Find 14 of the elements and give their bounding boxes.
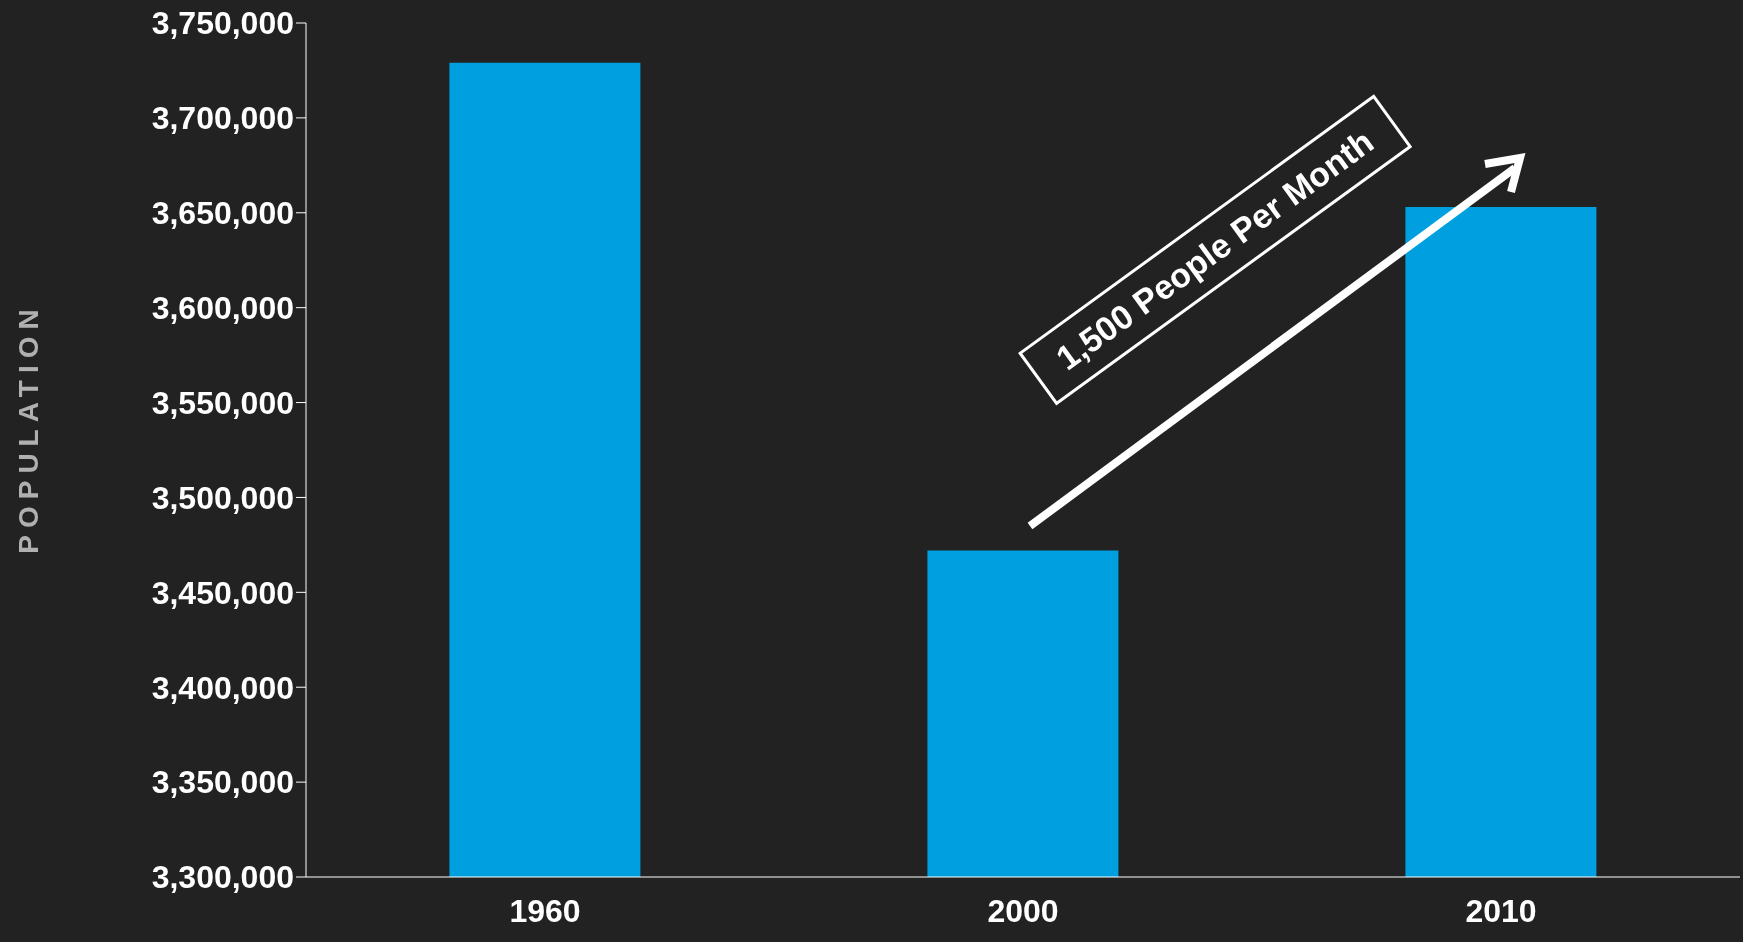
- y-tick-label: 3,550,000: [151, 384, 294, 421]
- x-tick-label: 1960: [509, 892, 581, 929]
- x-tick-label: 2000: [987, 892, 1059, 929]
- y-tick-label: 3,600,000: [151, 290, 294, 327]
- x-tick-label: 2010: [1465, 892, 1537, 929]
- y-tick-label: 3,750,000: [151, 5, 294, 42]
- y-tick-label: 3,450,000: [151, 574, 294, 611]
- y-tick-label: 3,350,000: [151, 764, 294, 801]
- y-tick-label: 3,300,000: [151, 859, 294, 896]
- y-tick-label: 3,400,000: [151, 669, 294, 706]
- y-tick-label: 3,500,000: [151, 479, 294, 516]
- y-tick-label: 3,700,000: [151, 100, 294, 137]
- y-axis-title: POPULATION: [12, 302, 44, 554]
- y-tick-label: 3,650,000: [151, 195, 294, 232]
